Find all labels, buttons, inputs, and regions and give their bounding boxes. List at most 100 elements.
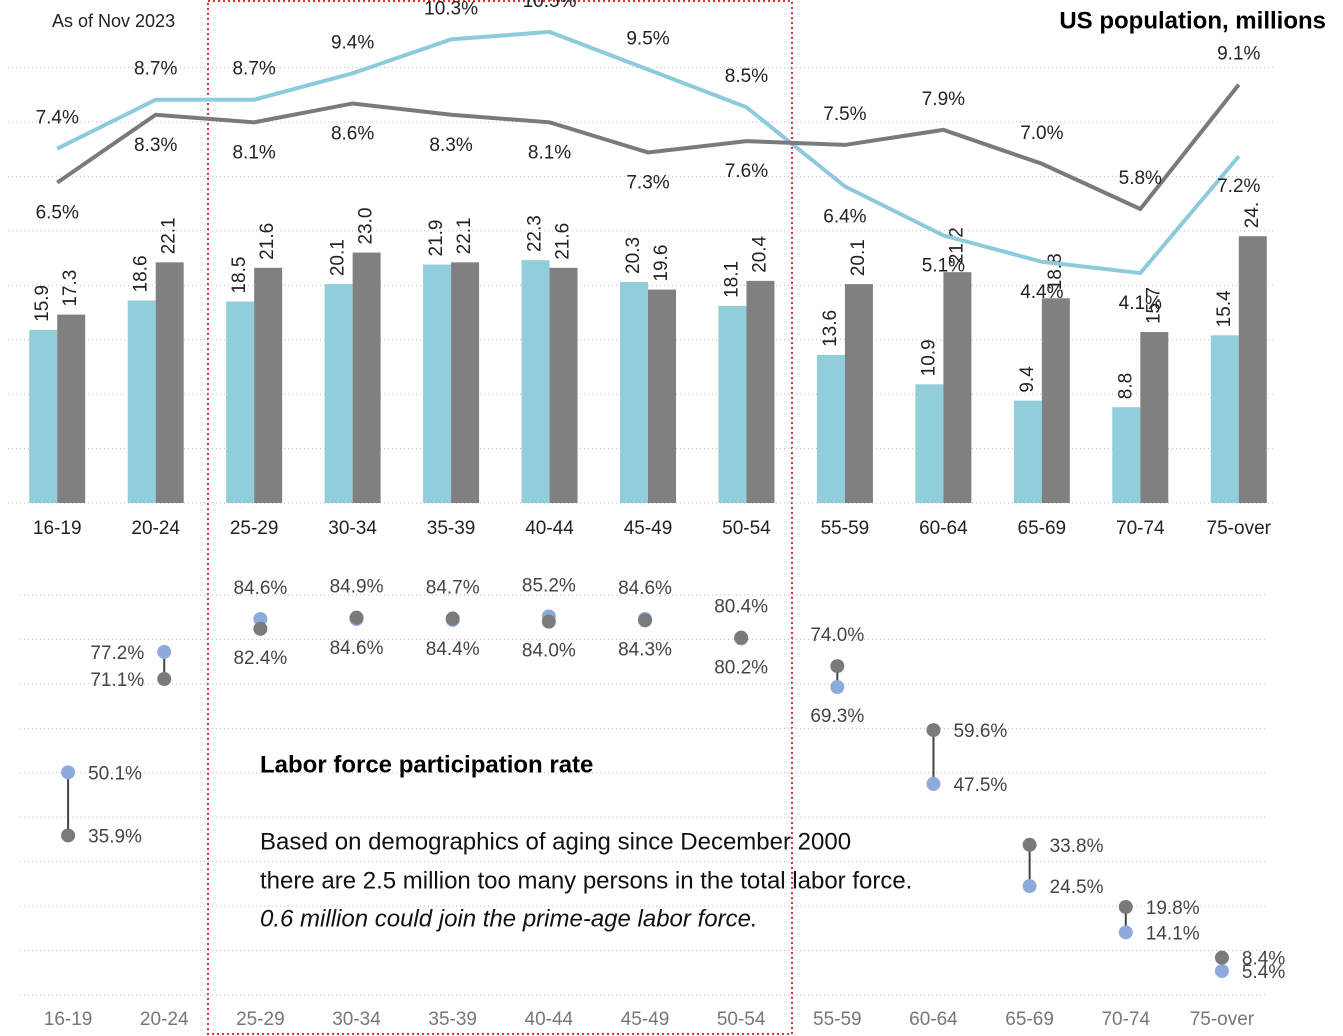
dot bbox=[638, 613, 652, 628]
line-value-label: 10.5% bbox=[523, 0, 577, 12]
line-value-label: 4.1% bbox=[1119, 293, 1162, 314]
bar bbox=[29, 329, 58, 503]
dot bbox=[157, 644, 172, 659]
bar-value-label: 8.8 bbox=[1115, 373, 1136, 399]
x-tick-label: 50-54 bbox=[722, 518, 771, 539]
dot bbox=[541, 614, 556, 629]
dot-value-label: 84.7% bbox=[426, 578, 480, 599]
x-tick-label: 75-over bbox=[1207, 518, 1272, 539]
x-tick-label: 50-54 bbox=[717, 1009, 766, 1030]
x-tick-label: 40-44 bbox=[525, 1009, 574, 1030]
bar bbox=[549, 267, 578, 503]
bar-value-label: 20.1 bbox=[848, 239, 869, 276]
bar-value-label: 9.4 bbox=[1017, 366, 1038, 393]
dot-value-label: 84.6% bbox=[233, 578, 287, 599]
bar bbox=[324, 284, 353, 503]
chart-subtitle: As of Nov 2023 bbox=[52, 11, 175, 31]
line-value-label: 7.9% bbox=[922, 89, 965, 110]
line-value-label: 8.5% bbox=[725, 66, 768, 87]
line-value-label: 6.4% bbox=[823, 206, 866, 227]
bar bbox=[1210, 335, 1239, 503]
bar bbox=[226, 301, 255, 503]
bar-value-label: 20.4 bbox=[749, 235, 770, 272]
bar bbox=[718, 305, 747, 503]
bar-value-label: 18.5 bbox=[229, 257, 250, 294]
line-value-label: 8.7% bbox=[232, 59, 275, 80]
line bbox=[56, 29, 1241, 276]
dot bbox=[61, 765, 76, 780]
dot bbox=[1118, 925, 1133, 940]
dot bbox=[445, 611, 460, 626]
bar-value-label: 15.7 bbox=[1143, 287, 1164, 324]
line-value-label: 8.3% bbox=[134, 135, 177, 156]
bar bbox=[943, 272, 972, 503]
x-tick-label: 40-44 bbox=[525, 518, 574, 539]
dot-value-label: 84.0% bbox=[522, 641, 576, 662]
bar bbox=[1140, 332, 1169, 503]
line-value-label: 8.3% bbox=[429, 135, 472, 156]
x-tick-label: 75-over bbox=[1190, 1009, 1255, 1030]
chart-title: US population, millions bbox=[1059, 7, 1326, 34]
x-tick-label: 70-74 bbox=[1116, 518, 1165, 539]
bar-value-label: 21.6 bbox=[257, 223, 278, 260]
line bbox=[56, 83, 1241, 212]
dot-value-label: 84.4% bbox=[426, 639, 480, 660]
dot bbox=[926, 776, 941, 791]
dot bbox=[1022, 837, 1037, 852]
dot-value-label: 82.4% bbox=[233, 648, 287, 669]
line-value-label: 7.5% bbox=[823, 104, 866, 125]
dot-value-label: 77.2% bbox=[90, 643, 144, 664]
bar bbox=[127, 300, 156, 503]
dot-value-label: 5.4% bbox=[1242, 962, 1285, 983]
dot-value-label: 80.4% bbox=[714, 597, 768, 618]
dot-value-label: 14.1% bbox=[1146, 923, 1200, 944]
dot-value-label: 24.5% bbox=[1050, 877, 1104, 898]
bar-value-label: 13.6 bbox=[820, 310, 841, 347]
bar-value-label: 21.6 bbox=[553, 223, 574, 260]
dot-value-label: 19.8% bbox=[1146, 898, 1200, 919]
line-value-label: 7.3% bbox=[626, 172, 669, 193]
dot-value-label: 80.2% bbox=[714, 658, 768, 679]
x-tick-label: 30-34 bbox=[328, 518, 377, 539]
dot-value-label: 35.9% bbox=[88, 826, 142, 847]
line-value-label: 7.2% bbox=[1217, 176, 1260, 197]
dot-value-label: 84.3% bbox=[618, 639, 672, 660]
x-tick-label: 30-34 bbox=[332, 1009, 381, 1030]
bar bbox=[451, 262, 480, 503]
x-tick-label: 60-64 bbox=[919, 518, 968, 539]
x-tick-label: 20-24 bbox=[131, 518, 180, 539]
x-tick-label: 35-39 bbox=[427, 518, 476, 539]
bar-value-label: 22.1 bbox=[454, 217, 475, 254]
line-value-label: 8.1% bbox=[528, 142, 571, 163]
dot-value-label: 33.8% bbox=[1050, 836, 1104, 857]
x-tick-label: 55-59 bbox=[821, 518, 870, 539]
bar-value-label: 18.6 bbox=[131, 255, 152, 292]
line-value-label: 9.5% bbox=[626, 29, 669, 50]
annotation: 0.6 million could join the prime-age lab… bbox=[260, 905, 758, 932]
line-value-label: 5.1% bbox=[922, 255, 965, 276]
bar-value-label: 23.0 bbox=[356, 208, 377, 245]
bar bbox=[648, 289, 676, 503]
bar-value-label: 21.9 bbox=[426, 220, 447, 257]
bar bbox=[816, 354, 845, 503]
bar bbox=[57, 314, 86, 503]
dot bbox=[349, 610, 364, 625]
dot-value-label: 84.6% bbox=[330, 638, 384, 659]
x-tick-label: 35-39 bbox=[428, 1009, 477, 1030]
dot-value-label: 71.1% bbox=[90, 670, 144, 691]
dot bbox=[1022, 879, 1037, 894]
bar bbox=[352, 252, 381, 503]
dot-value-label: 85.2% bbox=[522, 575, 576, 596]
dot-value-label: 50.1% bbox=[88, 763, 142, 784]
bar-value-label: 20.3 bbox=[623, 237, 644, 274]
bar-value-label: 20.1 bbox=[328, 239, 349, 276]
dot bbox=[157, 672, 172, 686]
bar bbox=[1238, 236, 1267, 503]
bar bbox=[915, 384, 944, 503]
line-value-label: 6.5% bbox=[36, 203, 79, 224]
dot-value-label: 47.5% bbox=[953, 775, 1007, 796]
line-value-label: 8.1% bbox=[232, 142, 275, 163]
x-tick-label: 65-69 bbox=[1018, 518, 1067, 539]
dot-value-label: 59.6% bbox=[953, 721, 1007, 742]
bar bbox=[844, 284, 873, 503]
